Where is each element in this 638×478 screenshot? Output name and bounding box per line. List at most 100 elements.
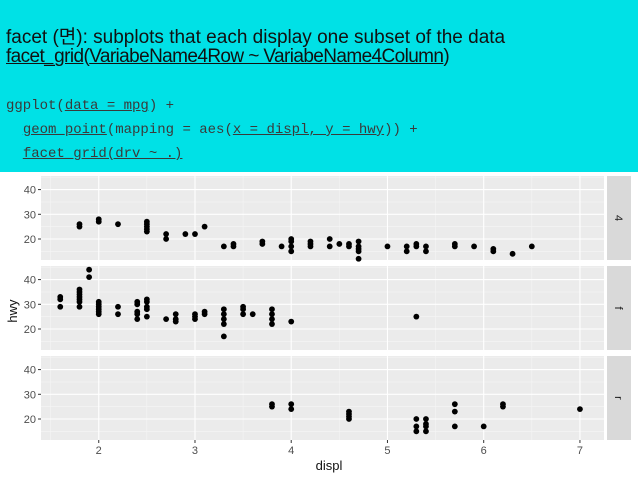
data-point [278, 243, 285, 250]
code-token: )) + [384, 122, 418, 138]
data-point [143, 228, 150, 235]
y-tick-label: 40 [24, 185, 36, 197]
code-token: ggplot( [6, 98, 65, 114]
y-tick-label: 30 [24, 299, 36, 311]
data-point [201, 223, 208, 230]
y-tick-label: 20 [24, 414, 36, 426]
data-point [288, 406, 295, 413]
data-point [230, 241, 237, 247]
syntax-close-paren: ) [443, 46, 450, 67]
data-point [423, 423, 429, 430]
data-point [346, 241, 352, 247]
data-point [307, 238, 314, 245]
data-point [172, 318, 179, 325]
data-point [134, 298, 141, 305]
code-token-facet: facet_grid(drv ~ .) [22, 146, 183, 162]
code-indent [6, 122, 23, 138]
data-point [163, 236, 170, 242]
x-axis-label: displ [316, 458, 343, 473]
code-token-data: data = mpg [64, 98, 149, 114]
facet-strip-label: 4 [612, 215, 624, 221]
data-point [413, 416, 420, 422]
data-point [201, 311, 208, 318]
syntax-function: facet_grid [6, 46, 84, 67]
data-point [451, 401, 458, 408]
data-point [192, 311, 198, 318]
data-point [355, 255, 362, 262]
syntax-line: facet_grid(VariabeName4Row ~ VariabeName… [6, 46, 450, 68]
data-point [403, 248, 410, 255]
data-point [269, 403, 275, 410]
data-point [240, 306, 247, 313]
data-point [95, 218, 102, 225]
data-point [143, 303, 150, 310]
code-token: (mapping = aes( [106, 122, 233, 138]
data-point [326, 243, 333, 250]
data-point [172, 311, 179, 318]
slide-title: facet (면): subplots that each display on… [6, 27, 506, 48]
x-tick-label: 6 [481, 445, 487, 457]
y-tick-label: 40 [24, 275, 36, 287]
data-point [220, 316, 227, 323]
syntax-argument: VariabeName4Row ~ VariabeName4Column [89, 46, 444, 67]
facet-panel-r: 20 30 40 r [24, 356, 631, 440]
data-point [220, 243, 227, 250]
data-point [134, 316, 141, 323]
data-point [240, 311, 247, 318]
data-point [192, 231, 198, 237]
data-point [269, 306, 275, 313]
data-point [143, 313, 150, 320]
data-point [86, 274, 93, 281]
data-point [413, 428, 420, 435]
facet-panel-4: 20 30 40 4 [24, 176, 631, 262]
title-banner: facet (면): subplots that each display on… [0, 0, 638, 172]
y-tick-label: 30 [24, 389, 36, 401]
facet-panels: 20 30 40 4 20 30 40 f 20 30 40 r [24, 176, 631, 440]
data-point [220, 311, 227, 318]
y-axis-label: hwy [5, 299, 20, 323]
data-point [249, 311, 256, 318]
data-point [220, 333, 227, 340]
data-point [115, 303, 121, 310]
data-point [269, 316, 275, 323]
y-tick-label: 20 [24, 234, 36, 246]
data-point [336, 241, 343, 247]
data-point [577, 406, 583, 413]
x-tick-label: 7 [577, 445, 583, 457]
data-point [86, 266, 93, 273]
data-point [76, 286, 83, 293]
data-point [76, 303, 83, 310]
data-point [76, 223, 83, 230]
data-point [355, 245, 362, 252]
data-point [269, 321, 275, 327]
x-axis: 2 3 4 5 6 7 [96, 440, 583, 457]
data-point [413, 423, 420, 430]
data-point [403, 243, 410, 250]
y-tick-label: 40 [24, 365, 36, 377]
facet-strip-label: r [612, 396, 624, 400]
data-point [163, 231, 170, 237]
data-point [413, 313, 420, 320]
data-point [451, 423, 458, 430]
data-point [134, 311, 141, 318]
data-point [182, 231, 189, 237]
data-point [413, 243, 420, 250]
data-point [95, 298, 102, 305]
data-point [143, 296, 150, 303]
data-point [288, 318, 295, 325]
code-line-2: geom_point(mapping = aes(x = displ, y = … [6, 122, 418, 138]
data-point [490, 245, 497, 252]
panel-background [41, 356, 604, 440]
facet-strip [607, 356, 631, 440]
data-point [451, 243, 458, 250]
x-tick-label: 5 [384, 445, 390, 457]
x-tick-label: 4 [288, 445, 294, 457]
x-tick-label: 3 [192, 445, 198, 457]
data-point [451, 408, 458, 415]
code-line-1: ggplot(data = mpg) + [6, 98, 174, 114]
data-point [326, 236, 333, 242]
data-point [528, 243, 535, 250]
data-point [423, 416, 429, 422]
x-tick-label: 2 [96, 445, 102, 457]
data-point [163, 316, 170, 323]
